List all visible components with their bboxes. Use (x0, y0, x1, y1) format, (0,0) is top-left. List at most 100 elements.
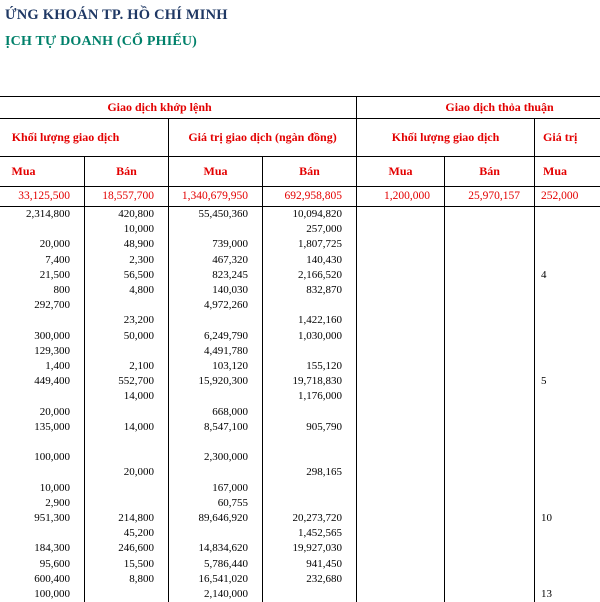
cell: 1,340,679,950 (169, 187, 263, 207)
cell: 941,450 (263, 557, 357, 572)
cell (357, 359, 445, 374)
cell: 420,800 (85, 207, 169, 223)
cell: 2,314,800 (0, 207, 85, 223)
cell: 298,165 (263, 465, 357, 480)
cell (0, 465, 85, 480)
cell (445, 344, 535, 359)
cell: 184,300 (0, 541, 85, 556)
cell: 467,320 (169, 253, 263, 268)
cell (85, 481, 169, 496)
cell (357, 344, 445, 359)
cell (535, 526, 600, 541)
cell (445, 329, 535, 344)
cell: 20,273,720 (263, 511, 357, 526)
cell: 19,927,030 (263, 541, 357, 556)
cell: 232,680 (263, 572, 357, 587)
cell (445, 435, 535, 450)
cell: 5 (535, 374, 600, 389)
cell (357, 222, 445, 237)
cell: 140,030 (169, 283, 263, 298)
cell (263, 298, 357, 313)
cell: 20,000 (0, 237, 85, 252)
cell (445, 557, 535, 572)
cell (535, 344, 600, 359)
cell: 905,790 (263, 420, 357, 435)
cell (445, 511, 535, 526)
cell: 10 (535, 511, 600, 526)
cell (535, 298, 600, 313)
cell (535, 572, 600, 587)
cell (445, 526, 535, 541)
cell (357, 541, 445, 556)
cell: 55,450,360 (169, 207, 263, 223)
cell: 800 (0, 283, 85, 298)
cell: 15,920,300 (169, 374, 263, 389)
cell (535, 481, 600, 496)
cell: 129,300 (0, 344, 85, 359)
cell: 33,125,500 (0, 187, 85, 207)
cell (535, 405, 600, 420)
cell: 2,900 (0, 496, 85, 511)
cell: 10,094,820 (263, 207, 357, 223)
cell (535, 237, 600, 252)
cell (85, 496, 169, 511)
cell: 100,000 (0, 450, 85, 465)
cell (357, 374, 445, 389)
group-header-row: Giao dịch khớp lệnh Giao dịch thỏa thuận (0, 97, 600, 119)
cell: 252,000 (535, 187, 600, 207)
cell (357, 405, 445, 420)
cell (357, 572, 445, 587)
cell: 8,547,100 (169, 420, 263, 435)
col-header-sell-2: Bán (263, 157, 357, 187)
cell: 21,500 (0, 268, 85, 283)
cell: 257,000 (263, 222, 357, 237)
cell: 668,000 (169, 405, 263, 420)
cell: 832,870 (263, 283, 357, 298)
col-header-sell-3: Bán (445, 157, 535, 187)
col-header-buy-1: Mua (0, 157, 85, 187)
cell (0, 435, 85, 450)
cell (85, 435, 169, 450)
cell: 1,200,000 (357, 187, 445, 207)
cell (445, 450, 535, 465)
cell (535, 435, 600, 450)
cell (357, 435, 445, 450)
cell (535, 541, 600, 556)
sub-header-volume-putthrough: Khối lượng giao dịch (357, 119, 535, 157)
cell (445, 541, 535, 556)
cell: 552,700 (85, 374, 169, 389)
cell (535, 313, 600, 328)
cell: 19,718,830 (263, 374, 357, 389)
report-title: ỨNG KHOÁN TP. HỒ CHÍ MINH (5, 7, 228, 24)
cell (263, 450, 357, 465)
cell (169, 313, 263, 328)
buy-sell-header-row: Mua Bán Mua Bán Mua Bán Mua (0, 157, 600, 187)
col-header-buy-4: Mua (535, 157, 600, 187)
cell: 4,800 (85, 283, 169, 298)
cell: 4 (535, 268, 600, 283)
cell: 50,000 (85, 329, 169, 344)
cell (0, 222, 85, 237)
cell (357, 389, 445, 404)
cell (445, 496, 535, 511)
cell: 6,249,790 (169, 329, 263, 344)
cell (85, 450, 169, 465)
cell: 25,970,157 (445, 187, 535, 207)
cell (357, 496, 445, 511)
cell (445, 283, 535, 298)
cell: 2,166,520 (263, 268, 357, 283)
group-header-matched-orders: Giao dịch khớp lệnh (0, 97, 357, 119)
cell: 7,400 (0, 253, 85, 268)
sub-header-value-putthrough: Giá trị (535, 119, 600, 157)
cell: 1,422,160 (263, 313, 357, 328)
